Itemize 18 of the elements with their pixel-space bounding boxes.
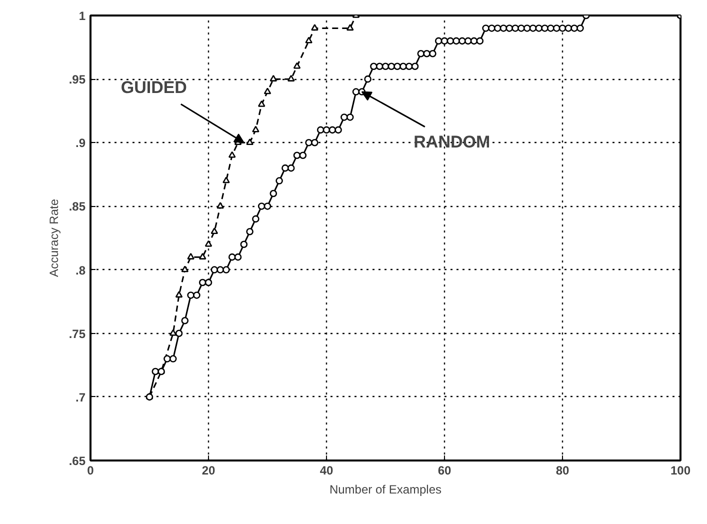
x-tick-label: 0 — [87, 464, 94, 478]
y-axis-title: Accuracy Rate — [46, 198, 61, 278]
x-tick-label: 40 — [320, 464, 334, 478]
y-tick-label: .7 — [75, 390, 86, 404]
x-tick-label: 20 — [202, 464, 216, 478]
x-tick-label: 100 — [670, 464, 691, 478]
annotation: RANDOM — [414, 132, 490, 152]
y-tick-label: .9 — [75, 136, 86, 150]
y-tick-label: .8 — [75, 263, 86, 278]
y-tick-label: .85 — [68, 200, 86, 214]
y-tick-label: .65 — [68, 454, 86, 468]
x-tick-label: 80 — [556, 464, 570, 478]
y-tick-label: .75 — [68, 326, 86, 341]
y-tick-label: .95 — [68, 72, 86, 87]
annotation: GUIDED — [120, 78, 187, 98]
y-tick-label: 1 — [78, 9, 86, 23]
x-axis-title: Number of Examples — [329, 482, 442, 496]
x-tick-label: 60 — [438, 464, 452, 478]
